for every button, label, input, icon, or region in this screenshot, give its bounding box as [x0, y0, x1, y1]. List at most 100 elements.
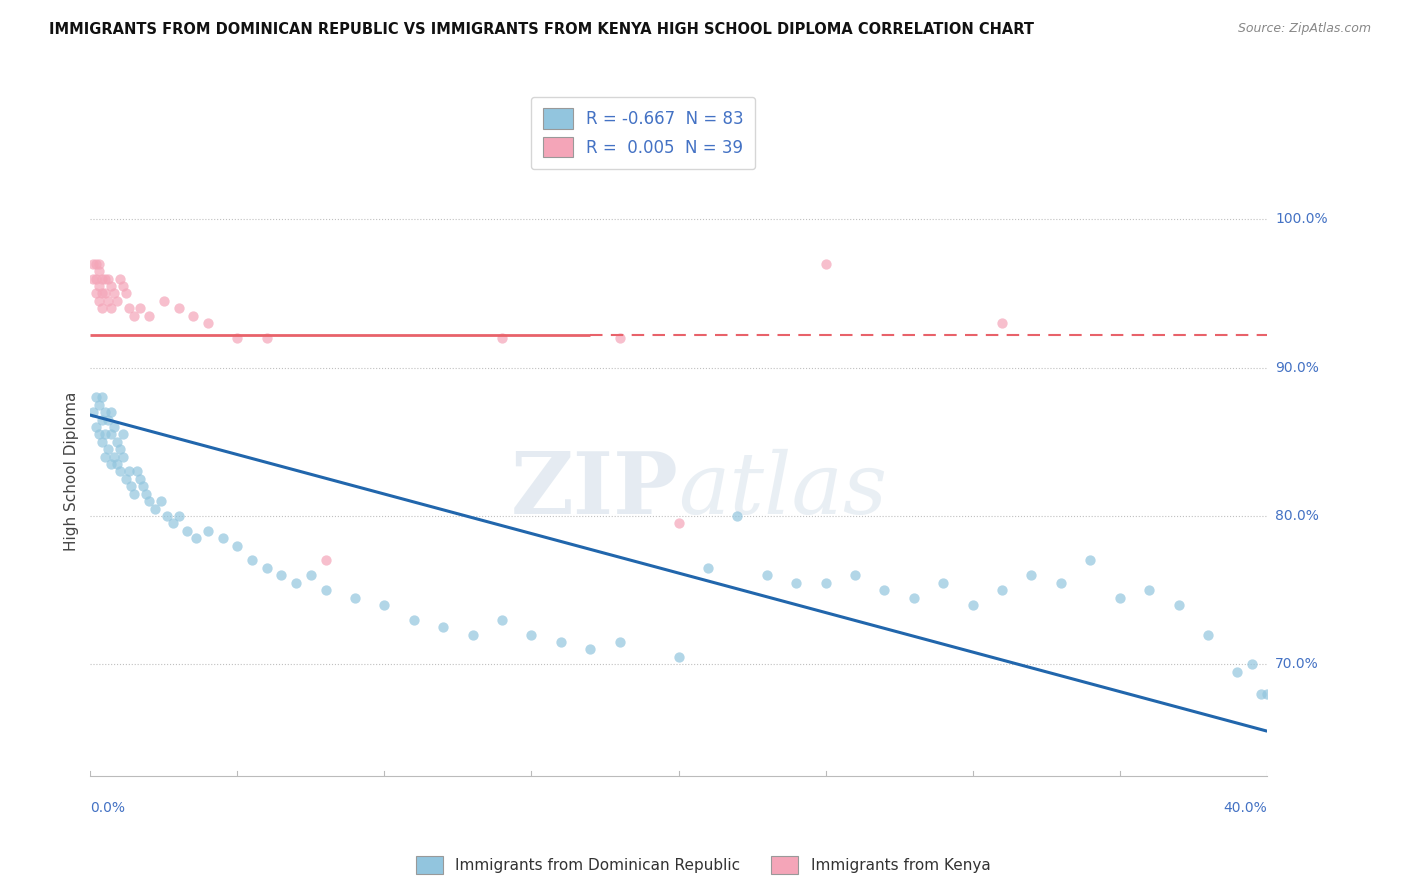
Point: [82, 405, 104, 419]
Point: [91, 390, 114, 404]
Point: [97, 442, 120, 457]
Point: [97, 412, 120, 426]
Point: [108, 271, 131, 285]
Point: [89, 427, 111, 442]
Point: [138, 494, 160, 508]
Point: [105, 434, 128, 449]
Point: [82, 257, 104, 271]
Point: [162, 516, 184, 531]
Point: [668, 516, 690, 531]
Point: [108, 465, 131, 479]
Point: [84, 271, 107, 285]
Point: [240, 553, 263, 567]
Point: [299, 568, 322, 582]
Point: [285, 575, 308, 590]
Point: [94, 271, 117, 285]
Point: [176, 524, 198, 538]
Point: [903, 591, 925, 605]
Point: [373, 598, 395, 612]
Point: [91, 271, 114, 285]
Point: [873, 583, 896, 598]
Point: [211, 531, 233, 545]
Point: [97, 271, 120, 285]
Point: [127, 465, 149, 479]
Point: [89, 398, 111, 412]
Point: [100, 279, 122, 293]
Point: [143, 501, 166, 516]
Text: 90.0%: 90.0%: [1275, 360, 1319, 375]
Point: [991, 583, 1014, 598]
Point: [94, 286, 117, 301]
Point: [89, 279, 111, 293]
Point: [91, 286, 114, 301]
Text: IMMIGRANTS FROM DOMINICAN REPUBLIC VS IMMIGRANTS FROM KENYA HIGH SCHOOL DIPLOMA : IMMIGRANTS FROM DOMINICAN REPUBLIC VS IM…: [49, 22, 1035, 37]
Point: [129, 472, 152, 486]
Point: [124, 309, 146, 323]
Point: [785, 575, 807, 590]
Point: [132, 479, 155, 493]
Point: [932, 575, 955, 590]
Point: [135, 486, 157, 500]
Point: [491, 331, 513, 345]
Point: [167, 508, 190, 523]
Legend: R = -0.667  N = 83, R =  0.005  N = 39: R = -0.667 N = 83, R = 0.005 N = 39: [531, 96, 755, 169]
Point: [114, 472, 136, 486]
Point: [725, 508, 748, 523]
Point: [111, 450, 134, 464]
Point: [550, 635, 572, 649]
Point: [149, 494, 172, 508]
Point: [167, 301, 190, 316]
Point: [114, 286, 136, 301]
Point: [153, 293, 176, 308]
Legend: Immigrants from Dominican Republic, Immigrants from Kenya: Immigrants from Dominican Republic, Immi…: [409, 850, 997, 880]
Point: [1167, 598, 1189, 612]
Point: [129, 301, 152, 316]
Point: [226, 331, 249, 345]
Y-axis label: High School Diploma: High School Diploma: [65, 392, 79, 551]
Point: [226, 539, 249, 553]
Point: [256, 331, 278, 345]
Point: [103, 286, 125, 301]
Point: [103, 420, 125, 434]
Point: [1250, 687, 1272, 701]
Point: [1256, 687, 1278, 701]
Point: [814, 257, 837, 271]
Point: [1078, 553, 1101, 567]
Point: [579, 642, 602, 657]
Point: [609, 635, 631, 649]
Point: [100, 427, 122, 442]
Point: [84, 257, 107, 271]
Text: 70.0%: 70.0%: [1275, 657, 1319, 672]
Point: [432, 620, 454, 634]
Point: [814, 575, 837, 590]
Point: [100, 405, 122, 419]
Point: [156, 508, 179, 523]
Point: [105, 457, 128, 471]
Point: [1050, 575, 1073, 590]
Point: [1261, 687, 1284, 701]
Point: [91, 412, 114, 426]
Point: [97, 293, 120, 308]
Point: [84, 420, 107, 434]
Point: [117, 465, 139, 479]
Point: [186, 531, 208, 545]
Point: [117, 301, 139, 316]
Point: [1021, 568, 1043, 582]
Point: [461, 627, 484, 641]
Point: [697, 561, 720, 575]
Point: [89, 293, 111, 308]
Point: [402, 613, 425, 627]
Point: [197, 524, 219, 538]
Point: [111, 279, 134, 293]
Point: [1108, 591, 1130, 605]
Point: [100, 301, 122, 316]
Point: [91, 434, 114, 449]
Point: [89, 264, 111, 278]
Point: [111, 427, 134, 442]
Point: [105, 293, 128, 308]
Text: ZIP: ZIP: [510, 448, 679, 532]
Point: [1226, 665, 1249, 679]
Point: [121, 479, 143, 493]
Point: [108, 442, 131, 457]
Text: 80.0%: 80.0%: [1275, 509, 1319, 523]
